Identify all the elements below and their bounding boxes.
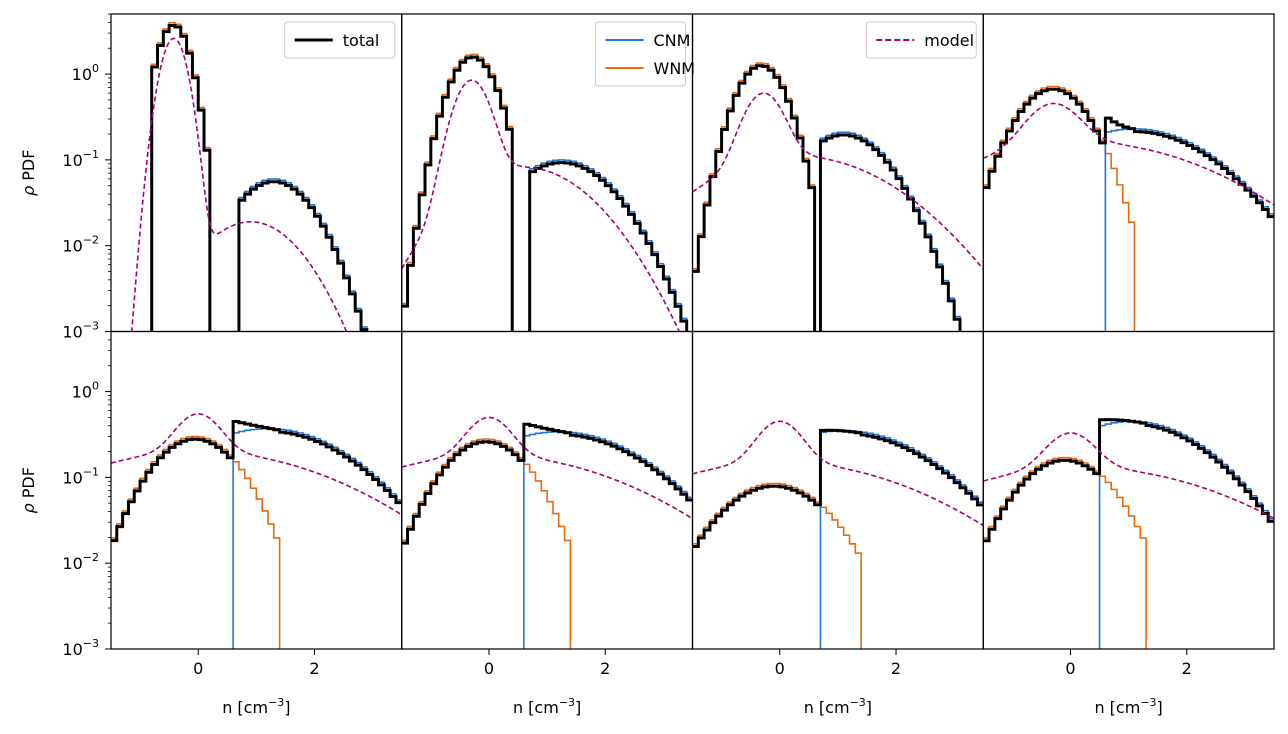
y-tick-label: 10−2 — [62, 234, 99, 256]
x-axis-label: n [cm−3] — [1094, 696, 1162, 717]
model-curve — [401, 416, 693, 520]
panel-5 — [111, 413, 402, 649]
panel-1 — [130, 21, 369, 332]
y-axis-label: ρ PDF — [19, 467, 38, 513]
panel-frame — [110, 13, 403, 333]
y-axis-label: ρ PDF — [19, 150, 38, 196]
cnm-histogram — [528, 159, 688, 332]
x-tick-label: 0 — [1065, 659, 1075, 678]
y-tick-label: 10−3 — [62, 637, 99, 659]
x-tick-label: 0 — [484, 659, 494, 678]
model-curve — [692, 92, 984, 270]
x-tick-label: 2 — [309, 659, 319, 678]
y-tick-label: 10−1 — [62, 465, 99, 487]
cnm-histogram — [819, 429, 984, 649]
y-tick-label: 100 — [72, 380, 99, 402]
y-tick-label: 10−1 — [62, 148, 99, 170]
legend-label-total: total — [343, 31, 380, 50]
legend-label-cnm: CNM — [654, 31, 691, 50]
total-histogram — [692, 64, 962, 332]
legend-label-wnm: WNM — [654, 59, 696, 78]
y-tick-label: 10−2 — [62, 551, 99, 573]
panel-8 — [983, 418, 1274, 649]
x-tick-label: 2 — [891, 659, 901, 678]
x-axis-label: n [cm−3] — [804, 696, 872, 717]
legend: CNM WNM — [595, 21, 696, 87]
legend-label-model: model — [924, 31, 974, 50]
panel-frame — [691, 13, 984, 333]
total-histogram — [111, 419, 402, 543]
total-histogram — [401, 422, 693, 545]
panel-frame — [691, 330, 984, 650]
cnm-histogram — [523, 431, 693, 649]
legend-box — [865, 21, 977, 59]
cnm-histogram — [1104, 128, 1274, 332]
wnm-histogram — [692, 482, 862, 649]
panel-6 — [401, 416, 693, 649]
total-histogram — [983, 418, 1274, 543]
legend-box — [284, 21, 396, 59]
wnm-histogram — [150, 21, 211, 332]
x-tick-label: 0 — [193, 659, 203, 678]
legend: total — [284, 21, 396, 59]
legend-box — [595, 21, 686, 87]
panel-4 — [983, 85, 1274, 332]
wnm-histogram — [983, 456, 1147, 649]
model-curve — [692, 420, 984, 527]
legend: model — [865, 21, 977, 59]
wnm-histogram — [401, 53, 514, 332]
panel-2 — [401, 53, 689, 332]
cnm-histogram — [1098, 420, 1274, 649]
panel-7 — [692, 420, 984, 649]
wnm-histogram — [111, 435, 281, 649]
model-curve — [983, 102, 1274, 206]
x-tick-label: 2 — [600, 659, 610, 678]
x-tick-label: 2 — [1182, 659, 1192, 678]
y-tick-label: 100 — [72, 62, 99, 84]
total-histogram — [401, 55, 689, 332]
wnm-histogram — [983, 85, 1136, 332]
model-curve — [401, 79, 681, 332]
x-tick-label: 0 — [775, 659, 785, 678]
cnm-histogram — [232, 427, 402, 649]
total-histogram — [983, 87, 1274, 219]
panel-frame — [982, 330, 1275, 650]
total-histogram — [150, 23, 369, 332]
x-axis-label: n [cm−3] — [513, 696, 581, 717]
model-curve — [130, 37, 348, 332]
y-tick-label: 10−3 — [62, 320, 99, 342]
wnm-histogram — [401, 438, 572, 649]
model-curve — [111, 413, 402, 516]
total-histogram — [692, 428, 984, 549]
model-curve — [983, 432, 1274, 520]
panel-3 — [692, 62, 984, 332]
x-axis-label: n [cm−3] — [222, 696, 290, 717]
